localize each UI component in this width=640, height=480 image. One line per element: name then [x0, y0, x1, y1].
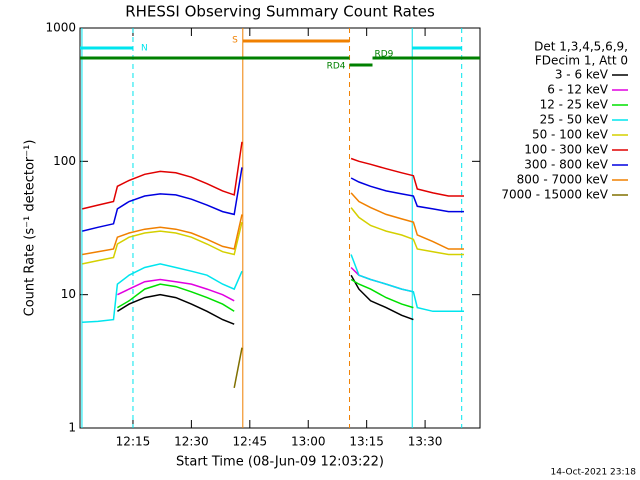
y-tick-label: 1000 — [45, 21, 76, 35]
y-tick-label: 100 — [53, 154, 76, 168]
series-line — [82, 207, 464, 265]
footer: 14-Oct-2021 23:18 — [551, 468, 637, 478]
y-tick-label: 10 — [61, 287, 76, 301]
y-axis-label: Count Rate (s⁻¹ detector⁻¹) — [23, 140, 38, 317]
series-line — [82, 167, 464, 232]
x-axis-label: Start Time (08-Jun-09 12:03:22) — [176, 455, 384, 470]
x-tick-label: 12:45 — [233, 435, 268, 449]
x-tick-label: 13:00 — [291, 435, 326, 449]
legend-label: 6 - 12 keV — [547, 83, 609, 97]
legend-label: 25 - 50 keV — [540, 113, 609, 127]
series-line — [233, 347, 243, 389]
series-line — [117, 278, 414, 312]
legend-header: Det 1,3,4,5,6,9, — [534, 40, 628, 54]
legend-label: 800 - 7000 keV — [517, 173, 609, 187]
legend-header: FDecim 1, Att 0 — [535, 54, 628, 68]
series-line — [82, 254, 464, 324]
flag-label: RD9 — [375, 50, 394, 60]
legend-label: 3 - 6 keV — [555, 68, 609, 82]
x-tick-label: 12:15 — [116, 435, 151, 449]
series-line — [117, 274, 414, 325]
x-tick-label: 12:30 — [174, 435, 209, 449]
legend-label: 7000 - 15000 keV — [501, 188, 608, 202]
plot-frame — [79, 27, 481, 429]
flag-label: N — [141, 44, 148, 54]
flag-label: RD4 — [327, 62, 346, 72]
series-line — [82, 141, 464, 210]
legend-label: 12 - 25 keV — [540, 98, 609, 112]
x-tick-label: 13:15 — [349, 435, 384, 449]
legend-label: 300 - 800 keV — [524, 158, 608, 172]
y-tick-label: 1 — [68, 421, 76, 435]
flag-label: S — [232, 36, 238, 46]
series-line — [82, 192, 464, 256]
chart-title: RHESSI Observing Summary Count Rates — [125, 3, 435, 21]
legend-label: 50 - 100 keV — [532, 128, 609, 142]
x-tick-label: 13:30 — [408, 435, 443, 449]
legend-label: 100 - 300 keV — [524, 143, 608, 157]
